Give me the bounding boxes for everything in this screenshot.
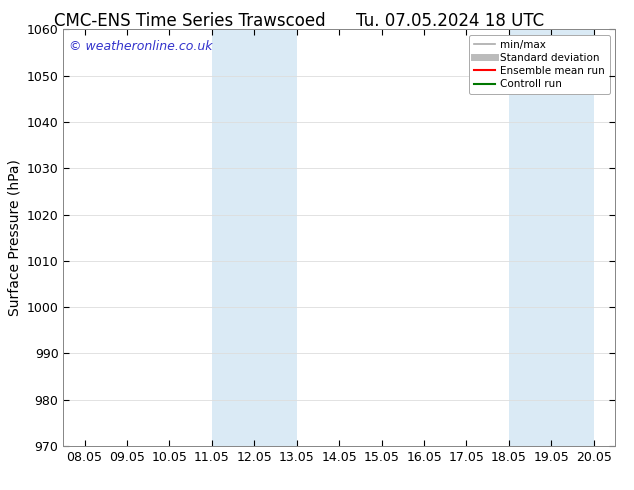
Text: CMC-ENS Time Series Trawscoed: CMC-ENS Time Series Trawscoed — [55, 12, 326, 30]
Bar — [212, 29, 297, 446]
Bar — [509, 29, 594, 446]
Legend: min/max, Standard deviation, Ensemble mean run, Controll run: min/max, Standard deviation, Ensemble me… — [469, 35, 610, 95]
Text: © weatheronline.co.uk: © weatheronline.co.uk — [69, 40, 212, 53]
Y-axis label: Surface Pressure (hPa): Surface Pressure (hPa) — [7, 159, 21, 316]
Text: Tu. 07.05.2024 18 UTC: Tu. 07.05.2024 18 UTC — [356, 12, 544, 30]
